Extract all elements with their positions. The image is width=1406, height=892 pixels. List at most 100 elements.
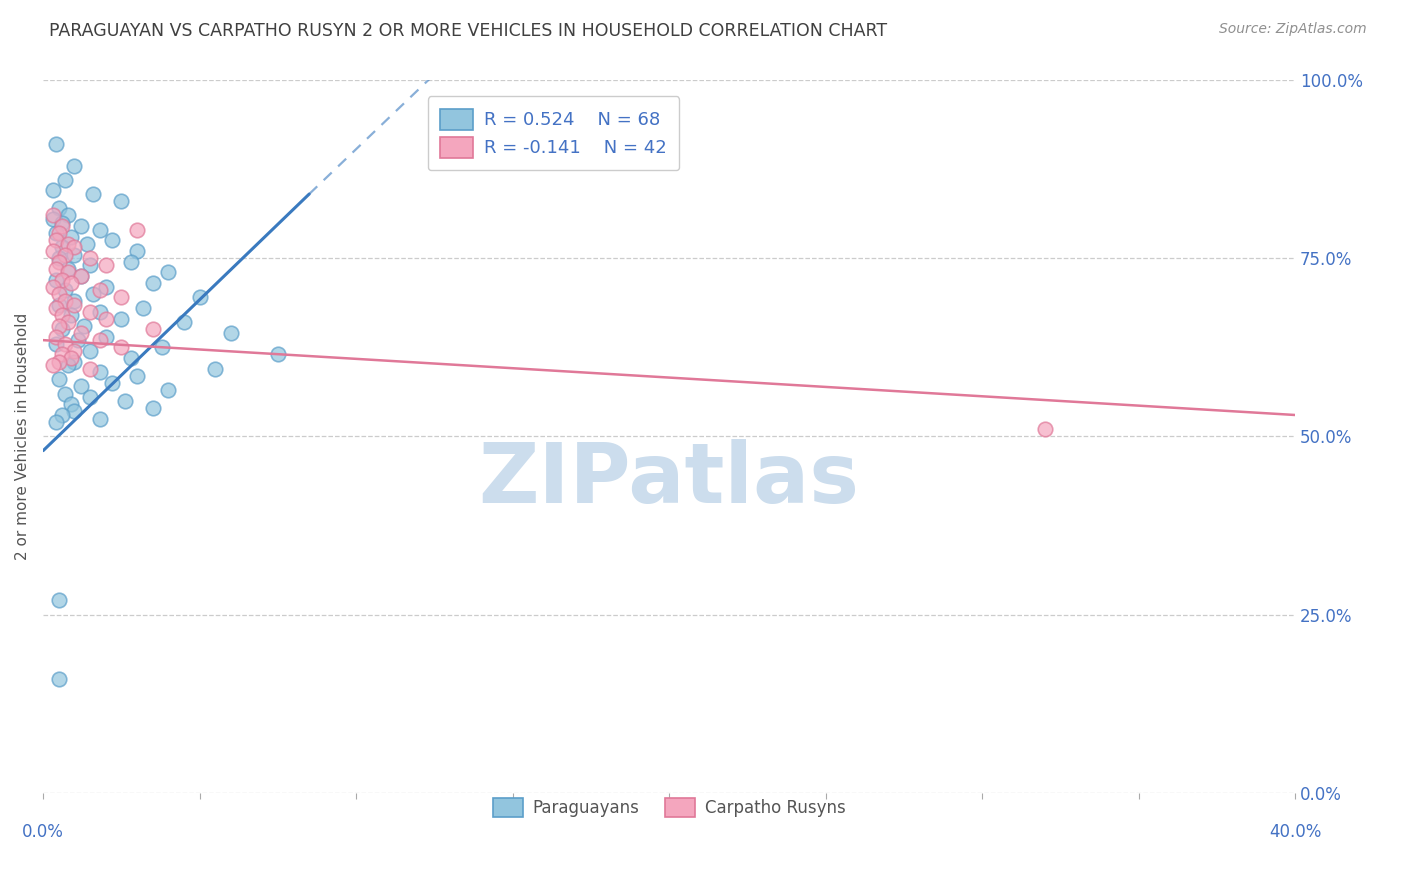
Point	[41, 358, 63, 372]
Point	[204, 361, 226, 376]
Point	[45, 233, 67, 247]
Point	[157, 265, 180, 279]
Point	[89, 304, 111, 318]
Point	[114, 393, 136, 408]
Point	[63, 297, 86, 311]
Text: PARAGUAYAN VS CARPATHO RUSYN 2 OR MORE VEHICLES IN HOUSEHOLD CORRELATION CHART: PARAGUAYAN VS CARPATHO RUSYN 2 OR MORE V…	[49, 22, 887, 40]
Point	[125, 222, 148, 236]
Point	[89, 222, 111, 236]
Point	[69, 268, 91, 283]
Point	[132, 301, 155, 315]
Point	[79, 258, 101, 272]
Point	[45, 137, 67, 152]
Point	[79, 343, 101, 358]
Point	[63, 343, 86, 358]
Point	[157, 383, 180, 397]
Point	[79, 251, 101, 265]
Point	[48, 254, 70, 268]
Point	[89, 411, 111, 425]
Point	[82, 187, 104, 202]
Point	[45, 329, 67, 343]
Point	[51, 408, 73, 422]
Text: Source: ZipAtlas.com: Source: ZipAtlas.com	[1219, 22, 1367, 37]
Point	[120, 351, 142, 365]
Point	[48, 372, 70, 386]
Point	[79, 304, 101, 318]
Point	[110, 194, 132, 209]
Point	[120, 254, 142, 268]
Point	[188, 290, 211, 304]
Point	[41, 279, 63, 293]
Point	[45, 261, 67, 276]
Point	[51, 240, 73, 254]
Point	[53, 247, 76, 261]
Point	[125, 368, 148, 383]
Point	[79, 390, 101, 404]
Point	[69, 326, 91, 340]
Point	[48, 354, 70, 368]
Point	[41, 184, 63, 198]
Point	[48, 593, 70, 607]
Point	[53, 293, 76, 308]
Y-axis label: 2 or more Vehicles in Household: 2 or more Vehicles in Household	[15, 313, 30, 560]
Point	[53, 336, 76, 351]
Point	[89, 365, 111, 379]
Point	[48, 672, 70, 686]
Point	[173, 315, 195, 329]
Point	[69, 219, 91, 233]
Point	[110, 311, 132, 326]
Point	[94, 311, 117, 326]
Point	[51, 219, 73, 233]
Point	[45, 226, 67, 240]
Text: 40.0%: 40.0%	[1268, 823, 1322, 841]
Point	[53, 173, 76, 187]
Point	[69, 379, 91, 393]
Point	[60, 397, 83, 411]
Point	[89, 283, 111, 297]
Point	[219, 326, 242, 340]
Point	[58, 265, 80, 279]
Point	[142, 401, 165, 415]
Point	[58, 261, 80, 276]
Point	[48, 318, 70, 333]
Point	[76, 236, 98, 251]
Point	[45, 415, 67, 429]
Point	[63, 159, 86, 173]
Text: ZIPatlas: ZIPatlas	[478, 439, 859, 520]
Point	[41, 208, 63, 222]
Point	[51, 347, 73, 361]
Point	[58, 358, 80, 372]
Point	[51, 272, 73, 286]
Point	[267, 347, 290, 361]
Point	[125, 244, 148, 258]
Point	[94, 258, 117, 272]
Point	[69, 268, 91, 283]
Point	[63, 240, 86, 254]
Point	[45, 272, 67, 286]
Point	[150, 340, 173, 354]
Point	[63, 247, 86, 261]
Point	[48, 251, 70, 265]
Point	[110, 290, 132, 304]
Point	[48, 286, 70, 301]
Point	[101, 376, 124, 390]
Point	[51, 322, 73, 336]
Point	[82, 286, 104, 301]
Point	[48, 226, 70, 240]
Point	[94, 329, 117, 343]
Legend: Paraguayans, Carpatho Rusyns: Paraguayans, Carpatho Rusyns	[486, 791, 852, 823]
Point	[63, 293, 86, 308]
Point	[58, 315, 80, 329]
Point	[110, 340, 132, 354]
Point	[60, 308, 83, 322]
Point	[63, 404, 86, 418]
Point	[41, 244, 63, 258]
Point	[41, 211, 63, 226]
Point	[45, 336, 67, 351]
Point	[1033, 422, 1056, 436]
Text: 0.0%: 0.0%	[22, 823, 65, 841]
Point	[51, 308, 73, 322]
Point	[73, 318, 96, 333]
Point	[60, 276, 83, 290]
Point	[60, 351, 83, 365]
